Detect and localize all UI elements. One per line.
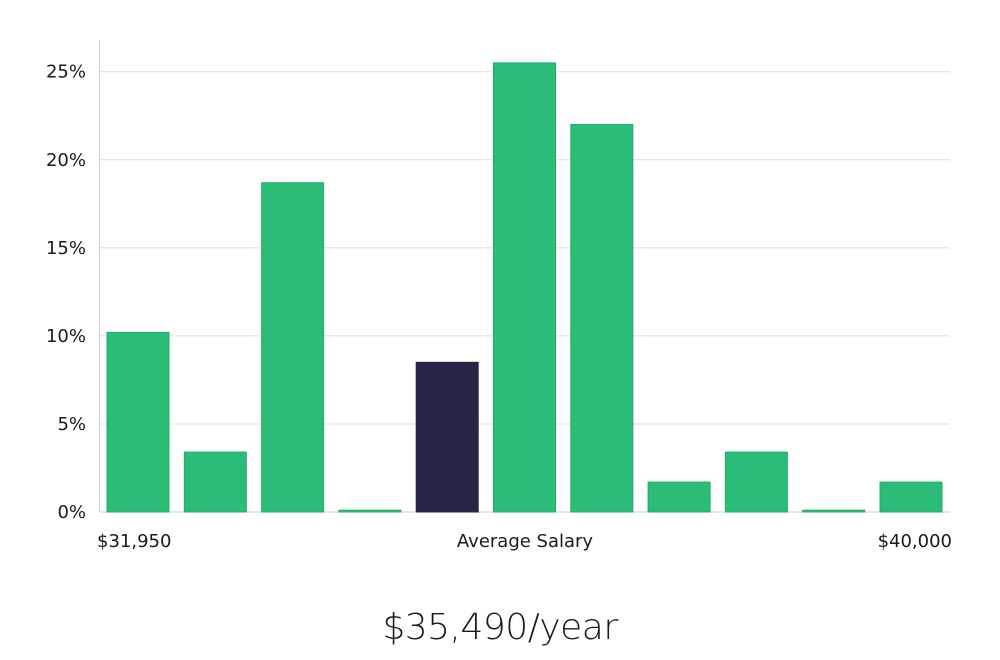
- bar: [802, 509, 866, 513]
- bars: [106, 62, 943, 513]
- bar: [647, 481, 711, 513]
- y-tick-labels: 0% 5% 10% 15% 20% 25%: [46, 62, 86, 523]
- x-min-label: $31,950: [97, 531, 171, 552]
- y-tick-label: 5%: [57, 414, 86, 435]
- bar: [879, 481, 943, 513]
- y-tick-label: 20%: [46, 150, 86, 171]
- x-axis-title: Average Salary: [457, 531, 594, 552]
- bar: [338, 509, 402, 513]
- average-salary-value: $35,490/year: [382, 607, 618, 648]
- bar: [570, 124, 634, 513]
- y-tick-label: 25%: [46, 62, 86, 83]
- y-tick-label: 0%: [57, 502, 86, 523]
- bar: [261, 182, 325, 513]
- x-max-label: $40,000: [878, 531, 952, 552]
- bar: [106, 331, 170, 513]
- y-tick-label: 15%: [46, 238, 86, 259]
- bar: [493, 62, 556, 513]
- bar: [724, 451, 788, 513]
- bar: [183, 451, 247, 513]
- bar-highlighted: [415, 361, 479, 513]
- salary-histogram: 0%5%10%15%20%25% $31,950 Average Salary …: [46, 40, 952, 552]
- y-tick-label: 10%: [46, 326, 86, 347]
